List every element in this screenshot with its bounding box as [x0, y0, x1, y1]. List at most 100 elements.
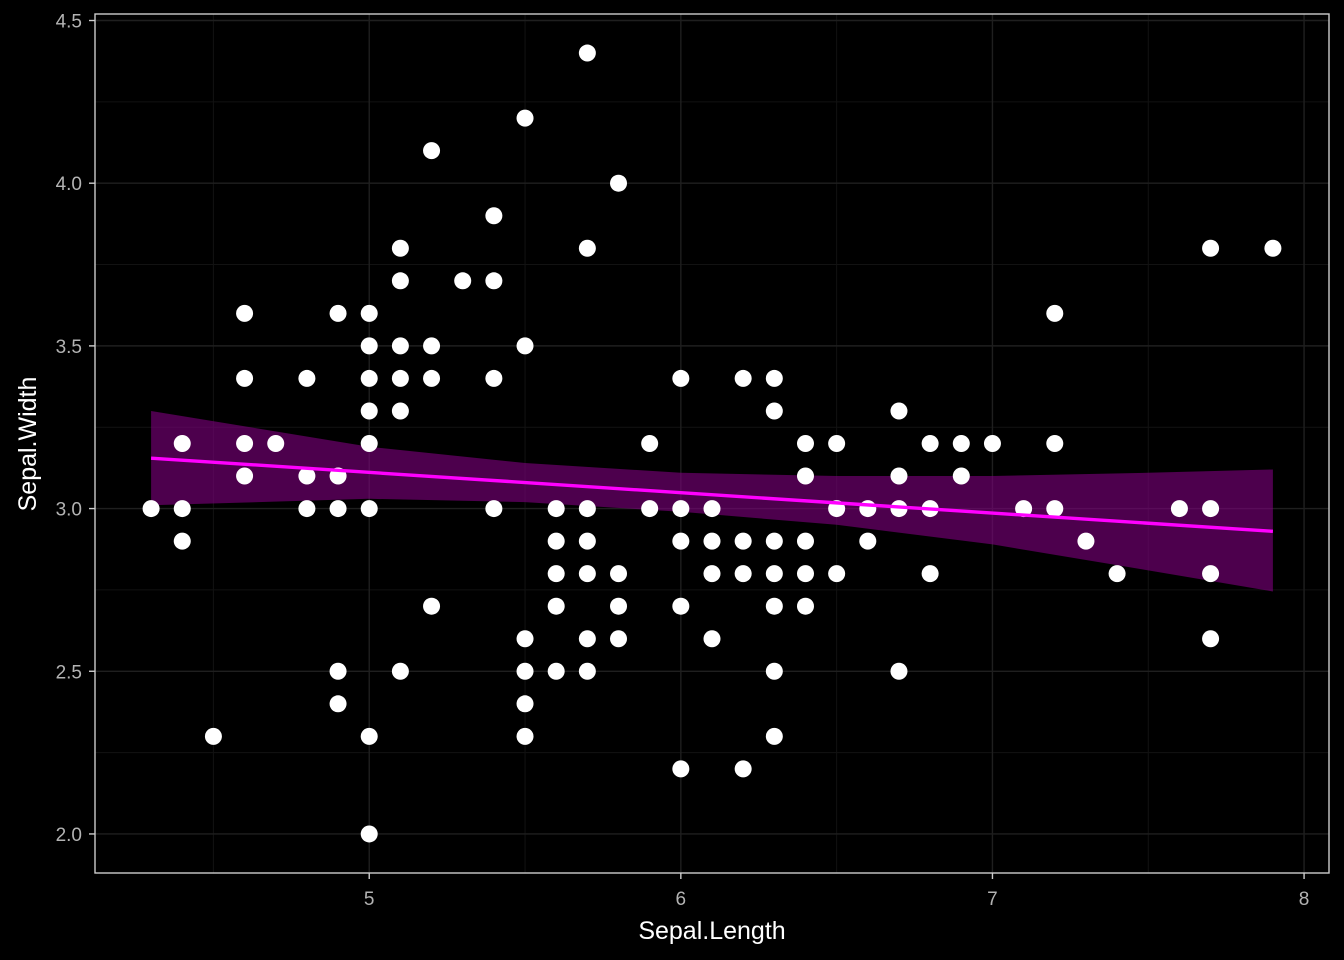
- data-point: [796, 597, 814, 615]
- data-point: [703, 532, 721, 550]
- data-point: [360, 337, 378, 355]
- y-tick-label: 2.5: [56, 662, 82, 683]
- data-point: [236, 369, 254, 387]
- data-point: [547, 532, 565, 550]
- data-point: [578, 44, 596, 62]
- data-point: [423, 369, 441, 387]
- data-point: [703, 630, 721, 648]
- x-axis: 5 6 7 8: [364, 873, 1309, 910]
- data-point: [547, 500, 565, 518]
- data-point: [1046, 304, 1064, 322]
- data-point: [1108, 565, 1126, 583]
- data-point: [360, 727, 378, 745]
- data-point: [298, 467, 316, 485]
- data-point: [142, 500, 160, 518]
- data-point: [547, 662, 565, 680]
- data-point: [1170, 500, 1188, 518]
- data-point: [578, 630, 596, 648]
- data-point: [423, 337, 441, 355]
- data-point: [983, 435, 1001, 452]
- data-point: [641, 500, 659, 518]
- data-point: [641, 435, 659, 452]
- data-point: [1077, 532, 1095, 550]
- data-point: [516, 630, 534, 648]
- data-point: [672, 500, 690, 518]
- data-point: [672, 597, 690, 615]
- data-point: [672, 760, 690, 778]
- data-point: [236, 467, 254, 485]
- data-point: [610, 597, 628, 615]
- data-point: [610, 630, 628, 648]
- data-point: [1202, 630, 1220, 648]
- data-point: [423, 597, 441, 615]
- data-point: [703, 565, 721, 583]
- data-point: [485, 207, 503, 225]
- data-point: [391, 662, 409, 680]
- data-point: [1046, 500, 1064, 518]
- data-point: [578, 239, 596, 257]
- x-tick-label: 8: [1299, 889, 1310, 910]
- data-point: [672, 532, 690, 550]
- data-point: [765, 727, 783, 745]
- data-point: [765, 597, 783, 615]
- data-point: [1202, 500, 1220, 518]
- data-point: [796, 467, 814, 485]
- data-point: [765, 402, 783, 420]
- data-point: [360, 369, 378, 387]
- x-tick-label: 7: [987, 889, 998, 910]
- data-point: [1015, 500, 1033, 518]
- data-point: [329, 304, 347, 322]
- data-point: [578, 565, 596, 583]
- data-point: [796, 435, 814, 452]
- data-point: [267, 435, 285, 452]
- data-point: [391, 272, 409, 290]
- data-point: [952, 467, 970, 485]
- y-axis: 2.0 2.5 3.0 3.5 4.0 4.5: [56, 12, 95, 846]
- data-point: [360, 500, 378, 518]
- data-point: [765, 532, 783, 550]
- data-point: [485, 369, 503, 387]
- data-point: [360, 304, 378, 322]
- data-point: [423, 142, 441, 160]
- data-point: [796, 565, 814, 583]
- data-point: [952, 435, 970, 452]
- data-point: [173, 500, 191, 518]
- data-point: [391, 337, 409, 355]
- y-tick-label: 2.0: [56, 825, 82, 846]
- data-point: [516, 337, 534, 355]
- data-point: [516, 662, 534, 680]
- panel-border: [94, 13, 1330, 874]
- data-point: [578, 662, 596, 680]
- data-point: [329, 500, 347, 518]
- data-point: [765, 565, 783, 583]
- y-tick-label: 4.5: [56, 12, 82, 33]
- data-point: [578, 532, 596, 550]
- data-point: [890, 662, 908, 680]
- regression-line: [150, 456, 1274, 534]
- data-point: [329, 662, 347, 680]
- data-point: [828, 565, 846, 583]
- data-point: [236, 435, 254, 452]
- data-point: [485, 500, 503, 518]
- data-point: [921, 435, 939, 452]
- y-tick-label: 3.0: [56, 500, 82, 521]
- y-tick-label: 3.5: [56, 337, 82, 358]
- data-point: [547, 597, 565, 615]
- data-point: [516, 109, 534, 127]
- data-point: [329, 695, 347, 713]
- data-point: [1264, 239, 1282, 257]
- data-point: [734, 565, 752, 583]
- data-point: [610, 565, 628, 583]
- data-point: [173, 435, 191, 452]
- data-point: [734, 532, 752, 550]
- data-point: [734, 760, 752, 778]
- y-tick-label: 4.0: [56, 174, 82, 195]
- data-point: [391, 369, 409, 387]
- data-point: [298, 500, 316, 518]
- data-point: [703, 500, 721, 518]
- data-point: [391, 239, 409, 257]
- fit-line-layer: [150, 456, 1274, 534]
- data-point: [1202, 239, 1220, 257]
- data-point: [298, 369, 316, 387]
